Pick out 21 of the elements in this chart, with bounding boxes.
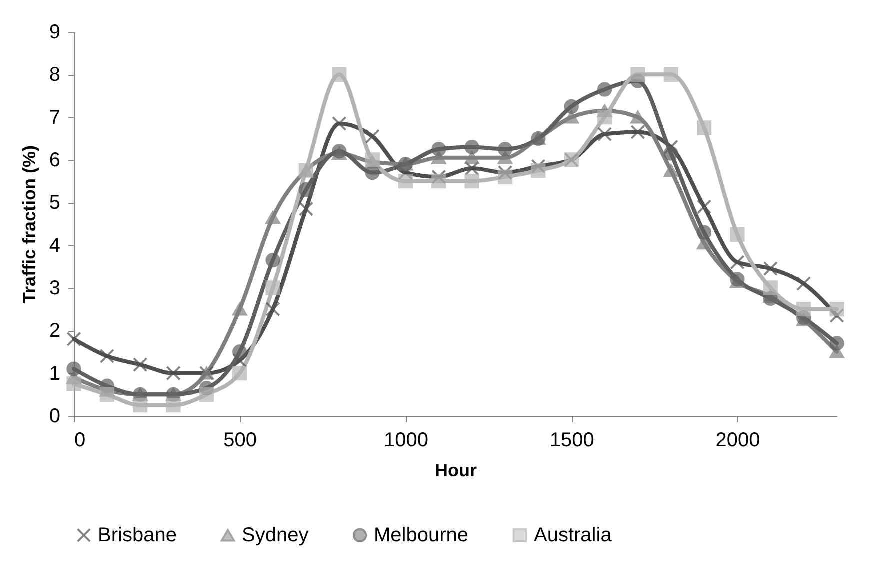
y-tick-label: 8	[49, 64, 60, 86]
x-tick-label: 0	[74, 430, 86, 452]
y-tick-label: 0	[49, 406, 60, 428]
legend-label: Melbourne	[374, 524, 469, 546]
x-tick-label: 1500	[550, 430, 594, 452]
y-axis-title: Traffic fraction (%)	[19, 145, 40, 304]
y-tick-label: 9	[49, 22, 60, 44]
legend-label: Australia	[534, 524, 613, 546]
x-tick-label: 500	[224, 430, 258, 452]
x-tick-label: 2000	[716, 430, 760, 452]
y-tick-label: 7	[49, 106, 60, 129]
legend-label: Sydney	[242, 524, 309, 546]
legend-label: Brisbane	[98, 524, 177, 546]
x-axis-title: Hour	[435, 460, 477, 480]
y-tick-label: 3	[49, 278, 60, 300]
x-tick-label: 1000	[384, 430, 428, 452]
y-tick-label: 2	[49, 320, 60, 342]
y-tick-label: 4	[49, 234, 60, 257]
y-tick-label: 1	[49, 362, 60, 385]
y-tick-label: 5	[49, 192, 60, 214]
y-tick-label: 6	[49, 150, 60, 172]
